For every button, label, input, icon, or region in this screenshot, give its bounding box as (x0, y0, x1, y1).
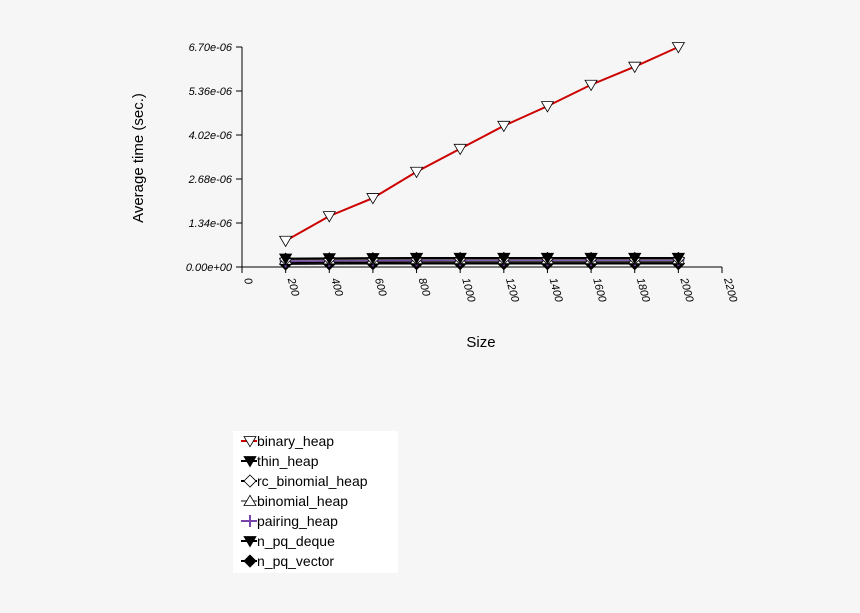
x-tick-label: 2200 (721, 276, 739, 305)
legend-item: pairing_heap (233, 511, 398, 531)
data-point (243, 456, 257, 468)
data-point (497, 252, 511, 265)
legend-label: n_pq_vector (257, 553, 335, 569)
x-tick-label: 1800 (634, 277, 652, 305)
legend-swatch (241, 554, 257, 568)
series-line (285, 46, 679, 242)
series-binary_heap (278, 42, 686, 248)
data-point (322, 211, 336, 223)
x-tick-label: 2000 (677, 276, 695, 305)
legend-item: n_pq_deque (233, 531, 398, 551)
series-thin_heap (278, 252, 686, 265)
x-axis: 0 200 400 600 800 1000 1200 1400 1600 1800 2000 220… (241, 266, 739, 305)
x-tick-label: 800 (416, 277, 433, 299)
data-point (671, 252, 686, 265)
legend-item: rc_binomial_heap (233, 471, 398, 491)
data-point (584, 79, 598, 92)
data-point (243, 536, 257, 548)
series-line (285, 261, 679, 264)
x-tick-label: 1000 (459, 277, 477, 305)
data-point (278, 253, 293, 265)
legend-swatch (241, 436, 257, 448)
data-point (243, 494, 257, 506)
legend-label: rc_binomial_heap (257, 473, 368, 489)
y-axis: 0.00e+00 1.34e-06 2.68e-06 4.02e-06 5.36e-06… (186, 42, 243, 274)
x-tick-label: 1600 (590, 277, 608, 305)
legend-item: binomial_heap (233, 491, 398, 511)
series-pairing_heap (279, 254, 685, 268)
legend-item: binary_heap (233, 431, 398, 451)
legend-label: pairing_heap (257, 513, 338, 529)
data-point (453, 252, 467, 265)
data-point (243, 436, 257, 448)
data-point (628, 61, 642, 74)
data-point (244, 515, 256, 527)
legend-label: binary_heap (257, 433, 335, 449)
data-point (322, 253, 336, 265)
legend-swatch (241, 515, 257, 527)
y-tick-label: 6.70e-06 (189, 42, 233, 54)
legend-swatch (241, 474, 257, 488)
legend-item: n_pq_vector (233, 551, 398, 571)
x-tick-label: 0 (241, 277, 254, 287)
y-tick-label: 4.02e-06 (189, 130, 233, 142)
data-point (243, 554, 257, 568)
legend-label: n_pq_deque (257, 533, 335, 549)
legend-swatch (241, 494, 257, 506)
data-point (366, 193, 380, 205)
y-tick-label: 1.34e-06 (189, 218, 233, 230)
data-point (453, 143, 467, 156)
y-axis-title: Average time (sec.) (130, 93, 147, 223)
x-tick-label: 1400 (547, 277, 565, 305)
x-axis-title: Size (466, 334, 495, 351)
y-tick-label: 0.00e+00 (186, 262, 233, 274)
data-point (278, 235, 293, 248)
legend-item: thin_heap (233, 451, 398, 471)
data-point (243, 474, 257, 488)
series-line (285, 257, 679, 260)
y-tick-label: 5.36e-06 (189, 86, 233, 98)
legend-swatch (241, 456, 257, 468)
data-point (584, 252, 598, 265)
x-tick-label: 1200 (503, 277, 521, 305)
y-tick-label: 2.68e-06 (188, 174, 233, 186)
legend-label: binomial_heap (257, 493, 349, 509)
series-line (285, 259, 679, 263)
x-tick-label: 400 (328, 277, 345, 299)
data-point (540, 252, 555, 265)
data-point (409, 166, 424, 179)
data-point (628, 252, 642, 265)
x-tick-label: 200 (284, 276, 301, 299)
data-point (540, 101, 555, 113)
legend-swatch (241, 536, 257, 548)
data-point (497, 120, 511, 133)
legend-label: thin_heap (257, 453, 319, 469)
data-point (671, 42, 686, 54)
x-tick-label: 600 (372, 277, 389, 299)
data-point (409, 252, 424, 265)
plot-area (278, 42, 686, 271)
data-point (366, 253, 380, 265)
